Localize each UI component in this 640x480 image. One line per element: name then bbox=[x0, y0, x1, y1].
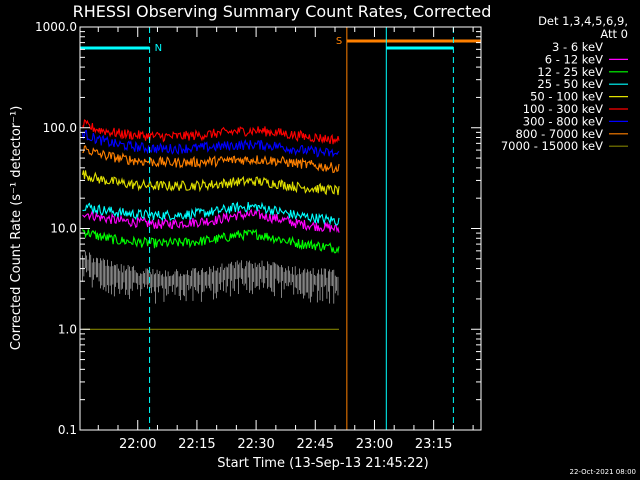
y-tick-label-0: 0.1 bbox=[58, 423, 77, 437]
series-1 bbox=[82, 208, 340, 233]
legend-label-2: 12 - 25 keV bbox=[537, 65, 603, 79]
legend-label-4: 50 - 100 keV bbox=[530, 90, 603, 104]
series-line-2 bbox=[82, 228, 340, 254]
series-line-4 bbox=[81, 170, 340, 196]
y-tick-label-4: 1000.0 bbox=[35, 20, 77, 34]
legend-header-line-1: Det 1,3,4,5,6,9, bbox=[538, 14, 628, 28]
series-line-3 bbox=[82, 201, 340, 226]
series-7 bbox=[82, 145, 340, 174]
x-tick-label-2: 22:30 bbox=[237, 437, 274, 452]
x-axis-label: Start Time (13-Sep-13 21:45:22) bbox=[217, 456, 428, 471]
legend-label-3: 25 - 50 keV bbox=[537, 77, 603, 91]
y-axis-label: Corrected Count Rate (s⁻¹ detector⁻¹) bbox=[9, 106, 24, 351]
axes: 0.1 1.0 10.0 100.0 1000.0 22:00 22:15 22:30 22:4… bbox=[35, 20, 482, 452]
series-line-6 bbox=[81, 129, 340, 158]
legend-label-0: 3 - 6 keV bbox=[552, 40, 603, 54]
legend-header-line-2: Att 0 bbox=[600, 27, 628, 41]
x-tick-label-0: 22:00 bbox=[119, 437, 156, 452]
series-4 bbox=[81, 170, 340, 196]
marker-n2 bbox=[385, 27, 454, 430]
series-2 bbox=[82, 228, 340, 254]
data-layer bbox=[81, 119, 340, 330]
marker-label-n: N bbox=[155, 43, 162, 54]
legend-label-8: 7000 - 15000 keV bbox=[501, 139, 603, 153]
marker-n: N bbox=[79, 27, 162, 430]
plot-frame bbox=[79, 26, 482, 431]
y-tick-label-2: 10.0 bbox=[50, 222, 77, 236]
series-line-5 bbox=[82, 119, 340, 145]
marker-label-s: S bbox=[336, 36, 342, 47]
x-tick-label-1: 22:15 bbox=[178, 437, 215, 452]
legend-label-6: 300 - 800 keV bbox=[523, 114, 603, 128]
x-tick-label-4: 23:00 bbox=[356, 437, 393, 452]
legend-label-5: 100 - 300 keV bbox=[523, 102, 603, 116]
chart-title: RHESSI Observing Summary Count Rates, Co… bbox=[73, 2, 492, 21]
y-tick-label-1: 1.0 bbox=[58, 322, 77, 336]
series-5 bbox=[82, 119, 340, 145]
y-tick-label-3: 100.0 bbox=[43, 121, 77, 135]
series-3 bbox=[82, 201, 340, 226]
legend-label-7: 800 - 7000 keV bbox=[515, 127, 603, 141]
series-6 bbox=[81, 129, 340, 158]
legend-label-1: 6 - 12 keV bbox=[545, 52, 603, 66]
footer-timestamp: 22-Oct-2021 08:00 bbox=[570, 468, 636, 476]
series-line-7 bbox=[82, 145, 340, 174]
series-0-spikes bbox=[82, 251, 339, 304]
x-tick-label-3: 22:45 bbox=[297, 437, 334, 452]
series-line-1 bbox=[82, 208, 340, 233]
marker-s: S bbox=[336, 27, 481, 430]
x-tick-label-5: 23:15 bbox=[415, 437, 452, 452]
marker-layer: NS bbox=[79, 27, 481, 430]
